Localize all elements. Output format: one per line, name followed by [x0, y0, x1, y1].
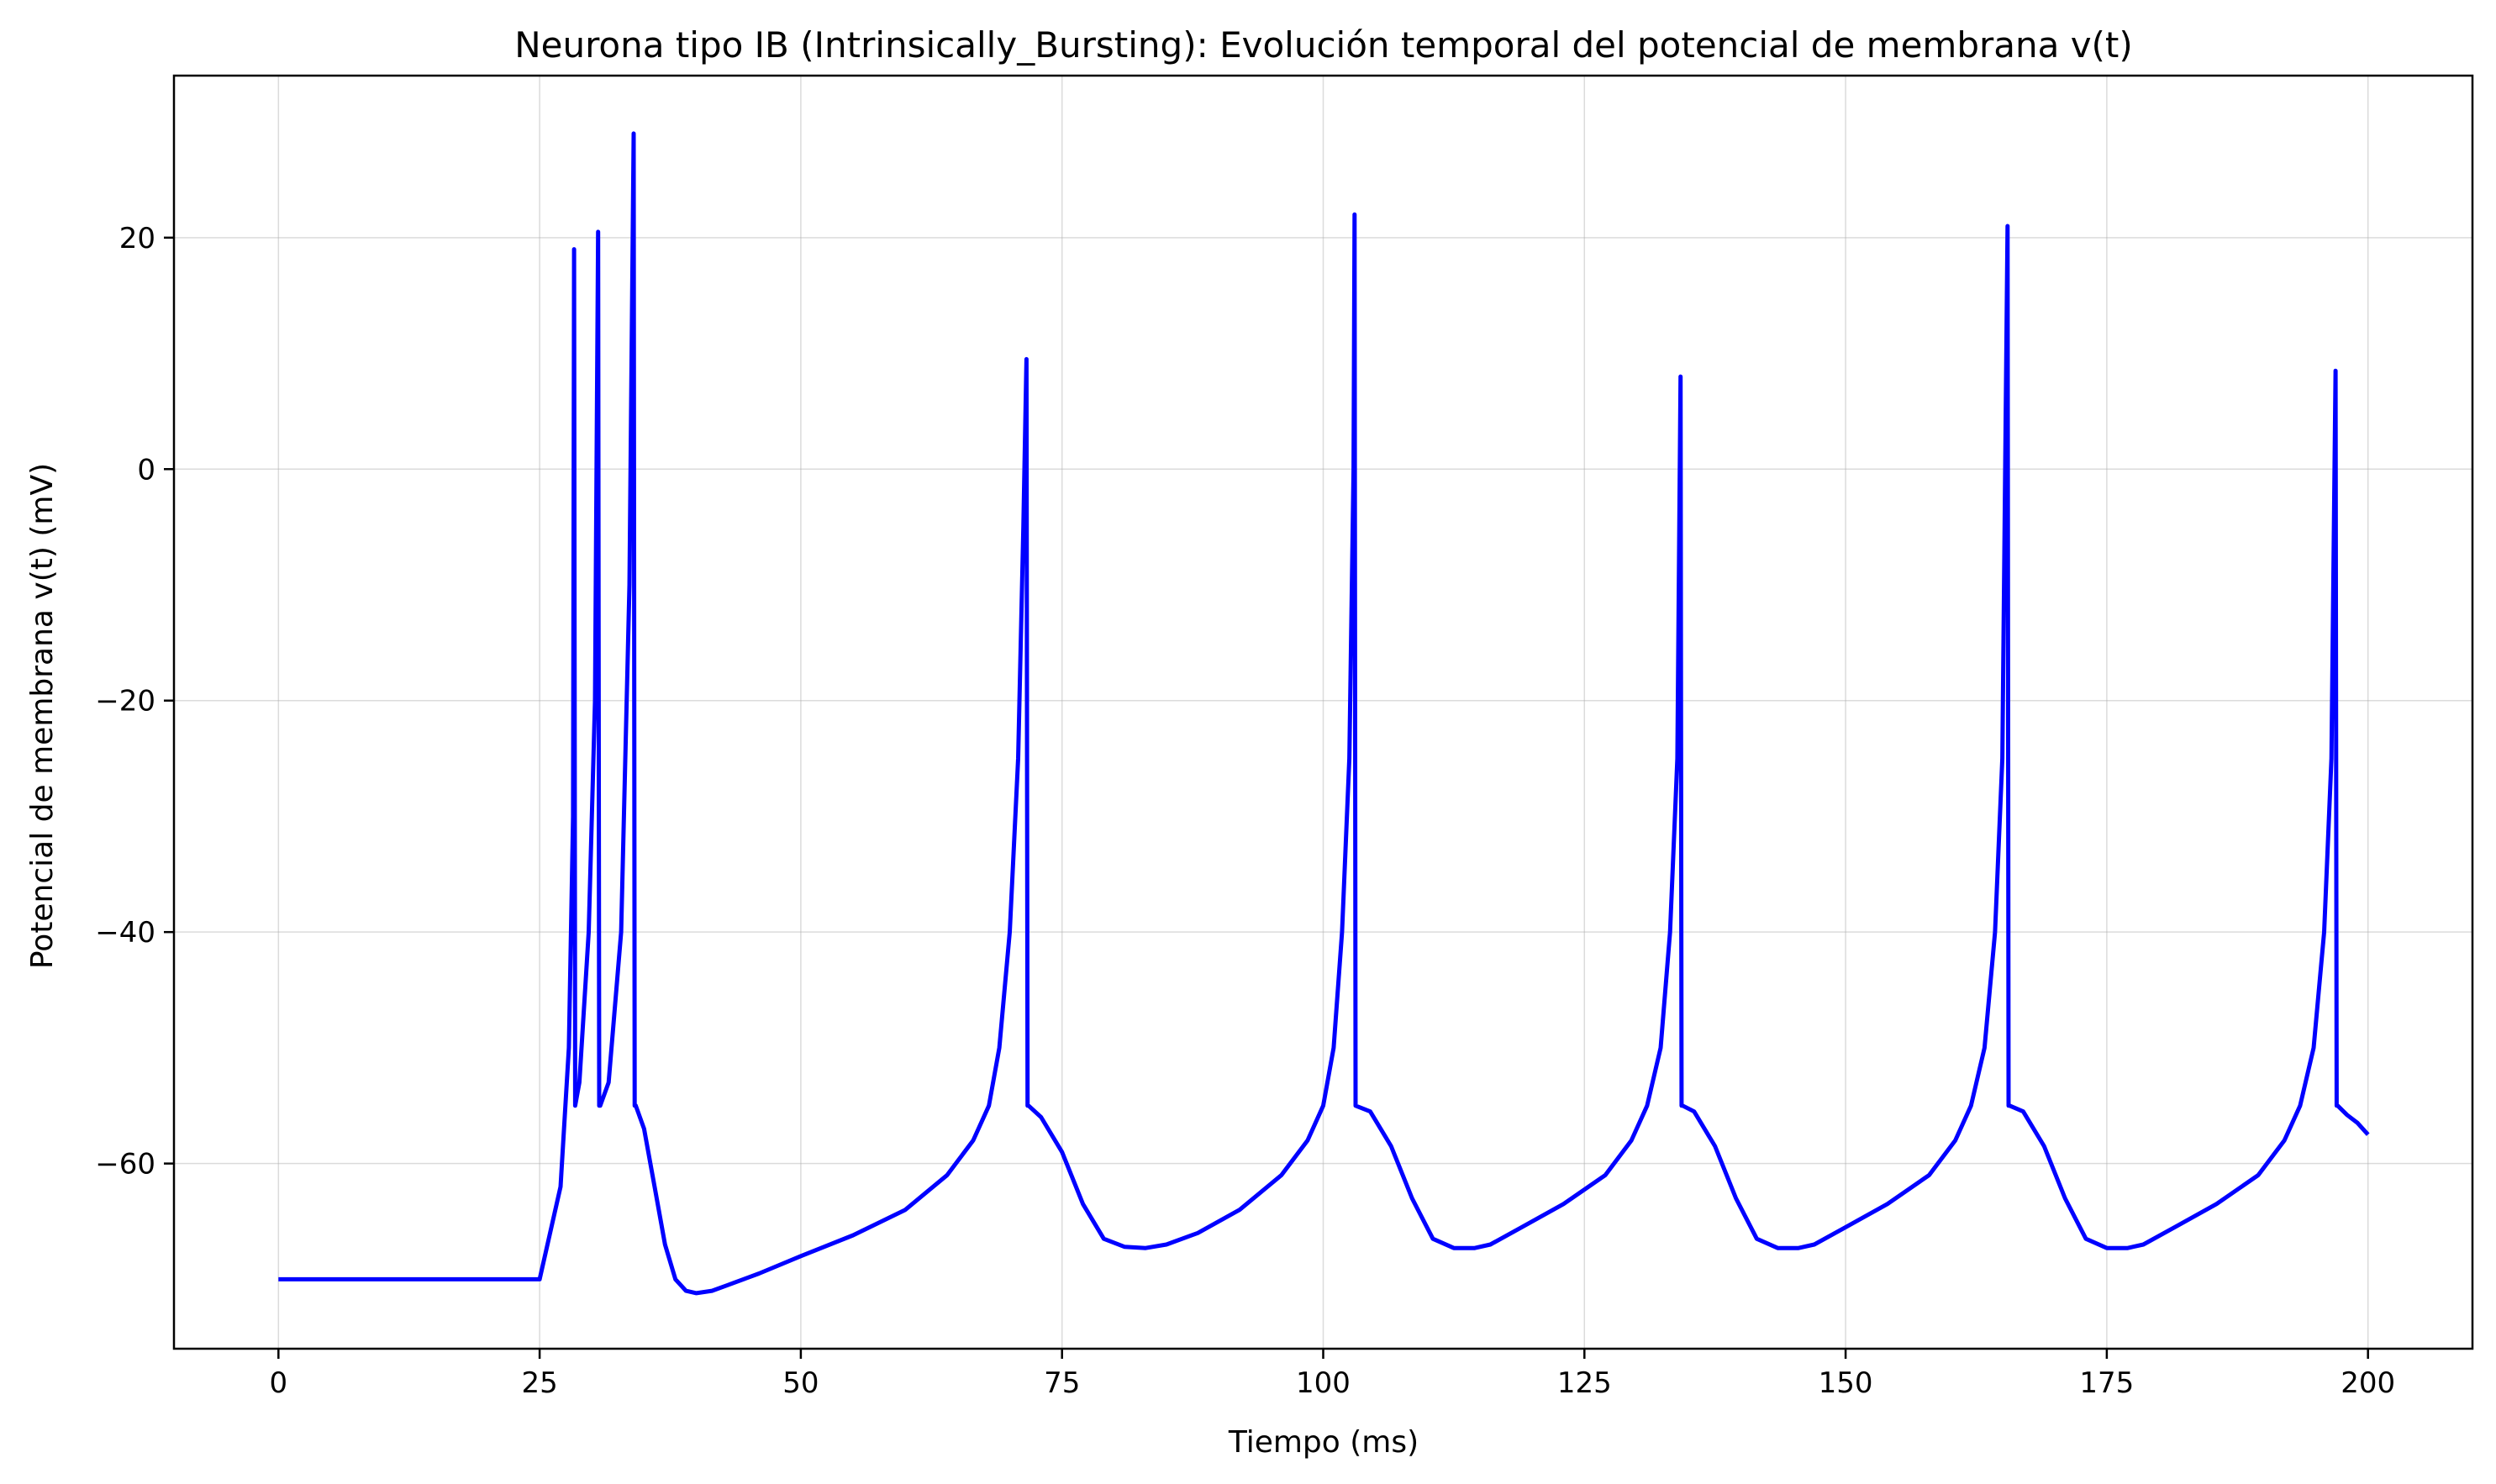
x-tick-label: 150	[1819, 1366, 1873, 1400]
y-tick-label: 20	[119, 222, 155, 255]
grid-lines	[174, 76, 2472, 1349]
y-axis: −60 −40 −20 0 20	[95, 222, 174, 1181]
x-tick-label: 200	[2341, 1366, 2395, 1400]
y-tick-label: −40	[95, 916, 155, 950]
x-tick-label: 75	[1044, 1366, 1080, 1400]
x-tick-label: 100	[1296, 1366, 1351, 1400]
x-axis-label: Tiempo (ms)	[1228, 1425, 1419, 1460]
y-tick-label: −60	[95, 1148, 155, 1181]
chart-title: Neurona tipo IB (Intrinsically_Bursting)…	[514, 24, 2133, 66]
x-tick-label: 0	[269, 1366, 287, 1400]
y-tick-label: 0	[137, 453, 155, 487]
x-axis: 0 25 50 75 100 125 150 175 200	[269, 1349, 2395, 1400]
y-tick-label: −20	[95, 685, 155, 718]
plot-area	[278, 131, 2370, 1296]
y-axis-label: Potencial de membrana v(t) (mV)	[25, 463, 60, 969]
membrane-potential-line	[278, 131, 2370, 1296]
x-tick-label: 125	[1557, 1366, 1612, 1400]
x-tick-label: 175	[2079, 1366, 2134, 1400]
x-tick-label: 25	[521, 1366, 557, 1400]
x-tick-label: 50	[782, 1366, 819, 1400]
